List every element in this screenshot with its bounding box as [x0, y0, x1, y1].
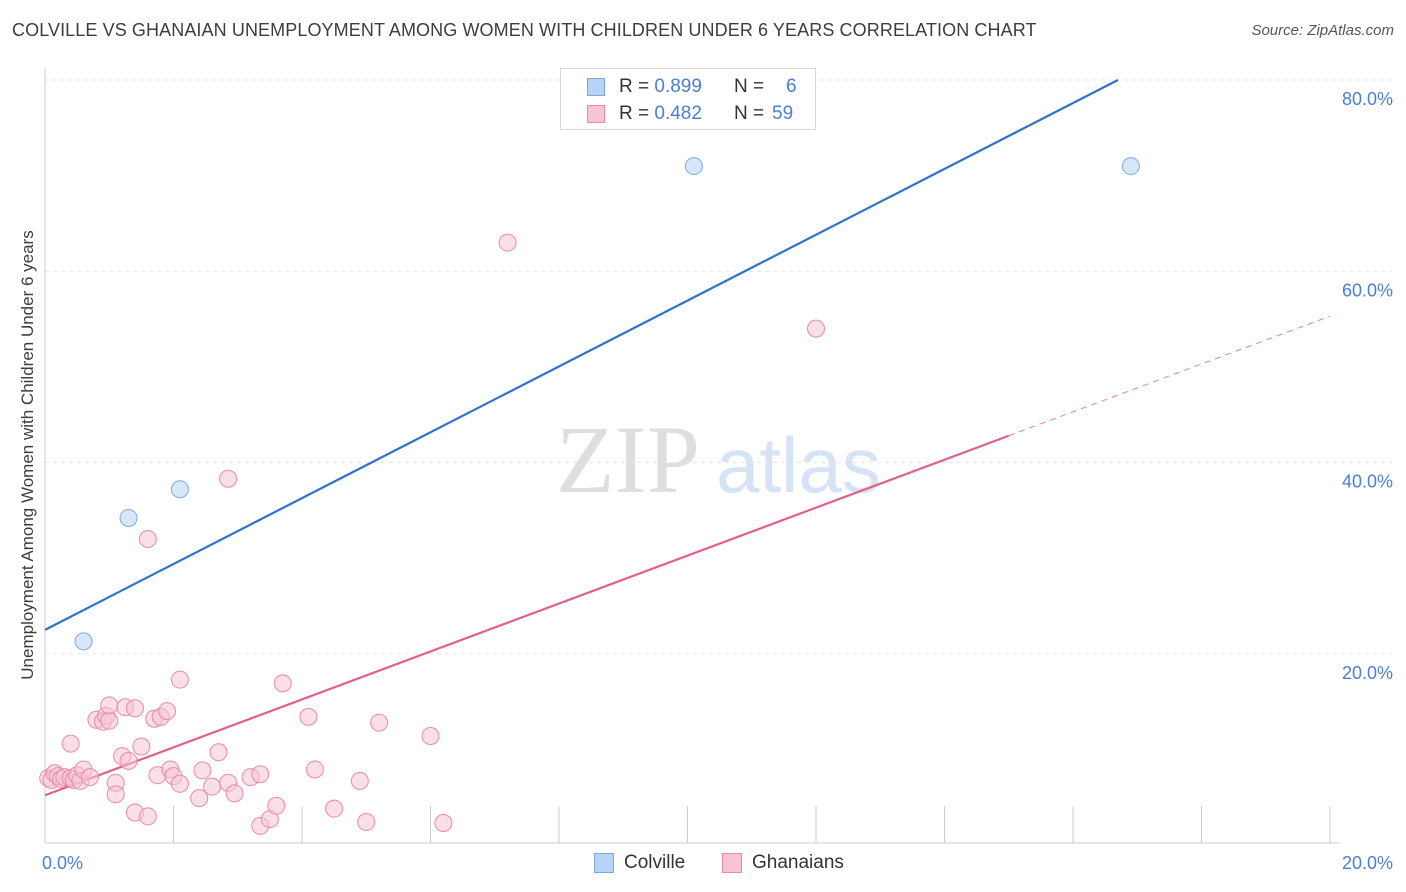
- data-point-colville: [119, 508, 138, 527]
- legend-r-value: 0.482: [654, 103, 702, 124]
- data-point-ghanaians: [807, 319, 825, 338]
- data-point-ghanaians: [193, 761, 212, 780]
- watermark-atlas: atlas: [716, 421, 881, 509]
- data-point-ghanaians: [434, 814, 453, 833]
- y-tick-label: 60.0%: [1342, 280, 1393, 300]
- data-point-ghanaians: [350, 771, 369, 790]
- data-point-colville: [684, 157, 703, 176]
- data-point-colville: [1121, 157, 1140, 176]
- legend: R = 0.899 N = 6 R = 0.482 N = 59: [560, 68, 816, 130]
- data-point-colville: [170, 480, 189, 499]
- data-point-ghanaians: [299, 707, 318, 726]
- data-point-ghanaians: [305, 760, 324, 779]
- data-point-ghanaians: [325, 799, 344, 818]
- legend-r-label: R =: [619, 103, 650, 124]
- data-point-ghanaians: [119, 751, 138, 770]
- data-point-ghanaians: [421, 726, 440, 745]
- data-point-ghanaians: [219, 469, 238, 488]
- x-tick-label: 20.0%: [1342, 853, 1393, 873]
- legend-n-value: 6: [786, 76, 797, 97]
- y-tick-label: 80.0%: [1342, 89, 1393, 109]
- bottom-swatch-ghanaians: [722, 853, 742, 873]
- trend-line-ghanaians: [44, 434, 1010, 797]
- legend-r-label: R =: [619, 76, 650, 97]
- data-point-ghanaians: [100, 711, 119, 730]
- data-point-ghanaians: [170, 774, 189, 793]
- data-point-ghanaians: [158, 702, 177, 721]
- source-label: Source: ZipAtlas.com: [1251, 22, 1394, 39]
- watermark-zip: ZIP: [556, 406, 700, 513]
- data-point-ghanaians: [498, 233, 517, 252]
- data-point-ghanaians: [170, 670, 189, 689]
- legend-row-ghanaians: R = 0.482 N = 59: [587, 102, 793, 126]
- data-point-ghanaians: [100, 696, 119, 715]
- chart-title: COLVILLE VS GHANAIAN UNEMPLOYMENT AMONG …: [12, 20, 1037, 40]
- legend-swatch-ghanaians: [587, 105, 605, 123]
- data-point-ghanaians: [251, 765, 270, 784]
- data-point-ghanaians: [273, 674, 292, 693]
- data-point-ghanaians: [61, 734, 80, 753]
- y-tick-label: 40.0%: [1342, 472, 1393, 492]
- data-point-ghanaians: [357, 813, 376, 832]
- data-point-ghanaians: [138, 530, 157, 548]
- legend-n-label: N =: [733, 103, 765, 124]
- data-point-ghanaians: [209, 743, 228, 762]
- legend-r-value: 0.899: [654, 76, 702, 97]
- data-point-ghanaians: [267, 796, 286, 815]
- legend-swatch-colville: [587, 78, 605, 96]
- bottom-legend-colville: Colville: [594, 852, 685, 874]
- data-point-ghanaians: [203, 777, 222, 796]
- legend-n-label: N =: [733, 76, 765, 97]
- x-tick-label: 0.0%: [42, 853, 83, 873]
- bottom-legend-label-colville: Colville: [624, 852, 686, 873]
- data-point-ghanaians: [138, 807, 157, 826]
- watermark: ZIP atlas: [556, 406, 881, 513]
- trend-line-colville: [44, 79, 1119, 631]
- data-point-ghanaians: [132, 737, 151, 756]
- data-point-colville: [74, 632, 93, 651]
- legend-row-colville: R = 0.899 N = 6: [587, 75, 797, 99]
- bottom-legend-label-ghanaians: Ghanaians: [752, 852, 844, 873]
- trend-extension-ghanaians: [1008, 315, 1331, 437]
- y-tick-label: 20.0%: [1342, 663, 1393, 683]
- data-point-ghanaians: [190, 789, 209, 808]
- data-point-ghanaians: [370, 713, 389, 732]
- bottom-legend-ghanaians: Ghanaians: [722, 852, 844, 874]
- bottom-swatch-colville: [594, 853, 614, 873]
- legend-n-value: 59: [772, 103, 794, 124]
- data-point-ghanaians: [225, 784, 244, 803]
- data-point-ghanaians: [106, 785, 125, 804]
- data-point-ghanaians: [80, 768, 99, 787]
- data-point-ghanaians: [125, 699, 144, 718]
